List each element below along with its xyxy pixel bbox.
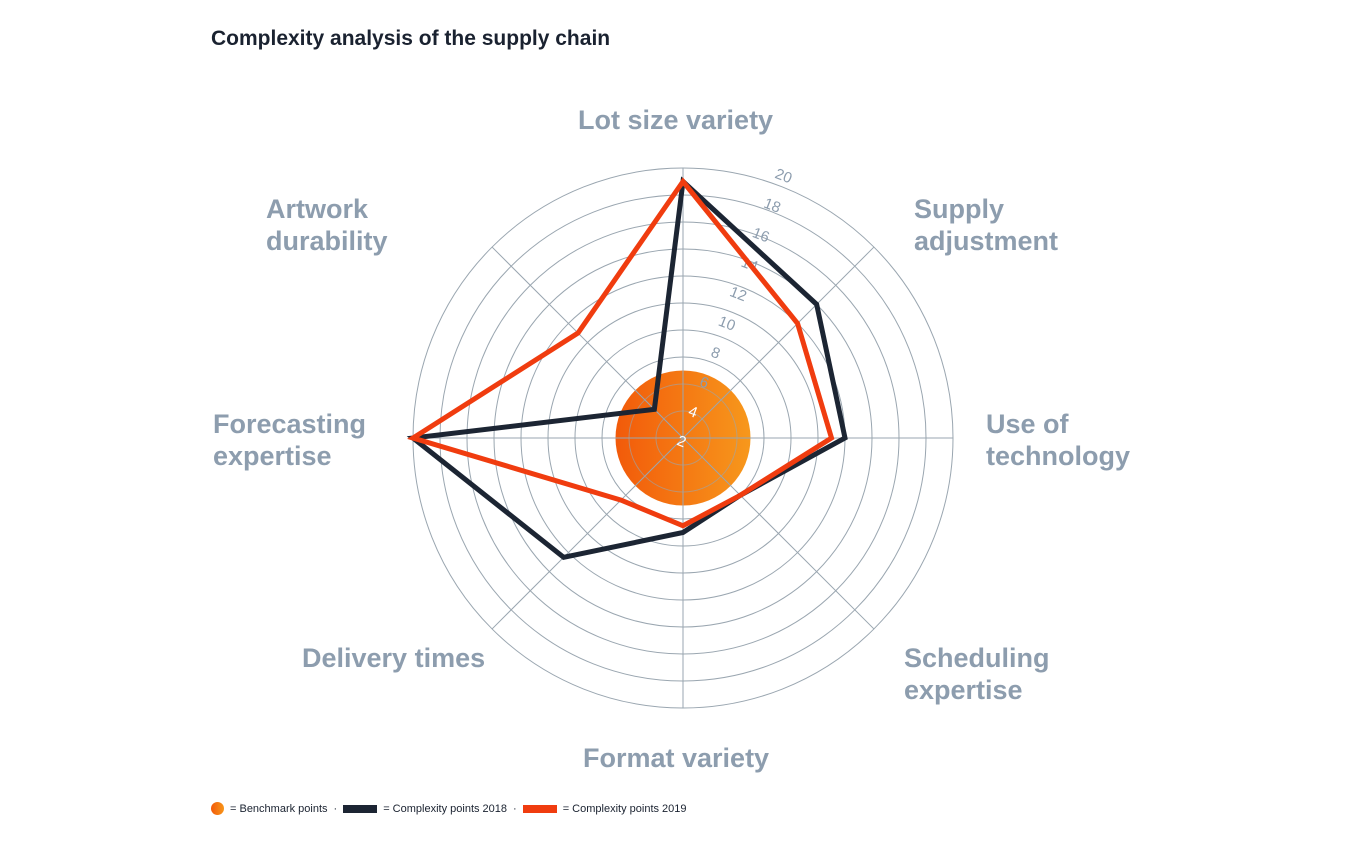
- axis-label-lot-size: Lot size variety: [578, 105, 774, 135]
- legend-2018: = Complexity points 2018: [383, 802, 508, 815]
- axis-label-delivery-times: Delivery times: [302, 643, 486, 673]
- axis-spoke: [491, 437, 684, 630]
- legend-2018-swatch: [343, 804, 378, 813]
- legend-benchmark-swatch: [211, 802, 224, 815]
- axis-label-forecasting: Forecasting expertise: [213, 409, 367, 471]
- legend-2019-swatch: [522, 804, 557, 813]
- axis-label-scheduling: Scheduling expertise: [904, 643, 1050, 705]
- legend: = Benchmark points · = Complexity points…: [211, 802, 687, 815]
- axis-label-use-of-technology: Use of technology: [986, 409, 1131, 471]
- axis-spoke: [682, 246, 875, 439]
- legend-separator: ·: [333, 802, 338, 815]
- axis-label-artwork: Artwork durability: [266, 194, 388, 256]
- tick-label: 12: [727, 283, 749, 305]
- axis-spoke: [682, 437, 875, 630]
- legend-benchmark: = Benchmark points: [230, 802, 328, 815]
- axis-spoke: [491, 246, 684, 439]
- tick-label: 10: [716, 313, 738, 335]
- axis-label-supply-adjustment: Supply adjustment: [914, 194, 1059, 256]
- legend-separator: ·: [513, 802, 517, 815]
- tick-label: 16: [750, 224, 772, 246]
- chart-title: Complexity analysis of the supply chain: [211, 27, 611, 50]
- tick-label: 8: [709, 344, 723, 363]
- tick-label: 20: [773, 165, 795, 187]
- axis-label-format-variety: Format variety: [583, 743, 770, 773]
- legend-2019: = Complexity points 2019: [562, 802, 687, 815]
- tick-label: 18: [761, 195, 783, 217]
